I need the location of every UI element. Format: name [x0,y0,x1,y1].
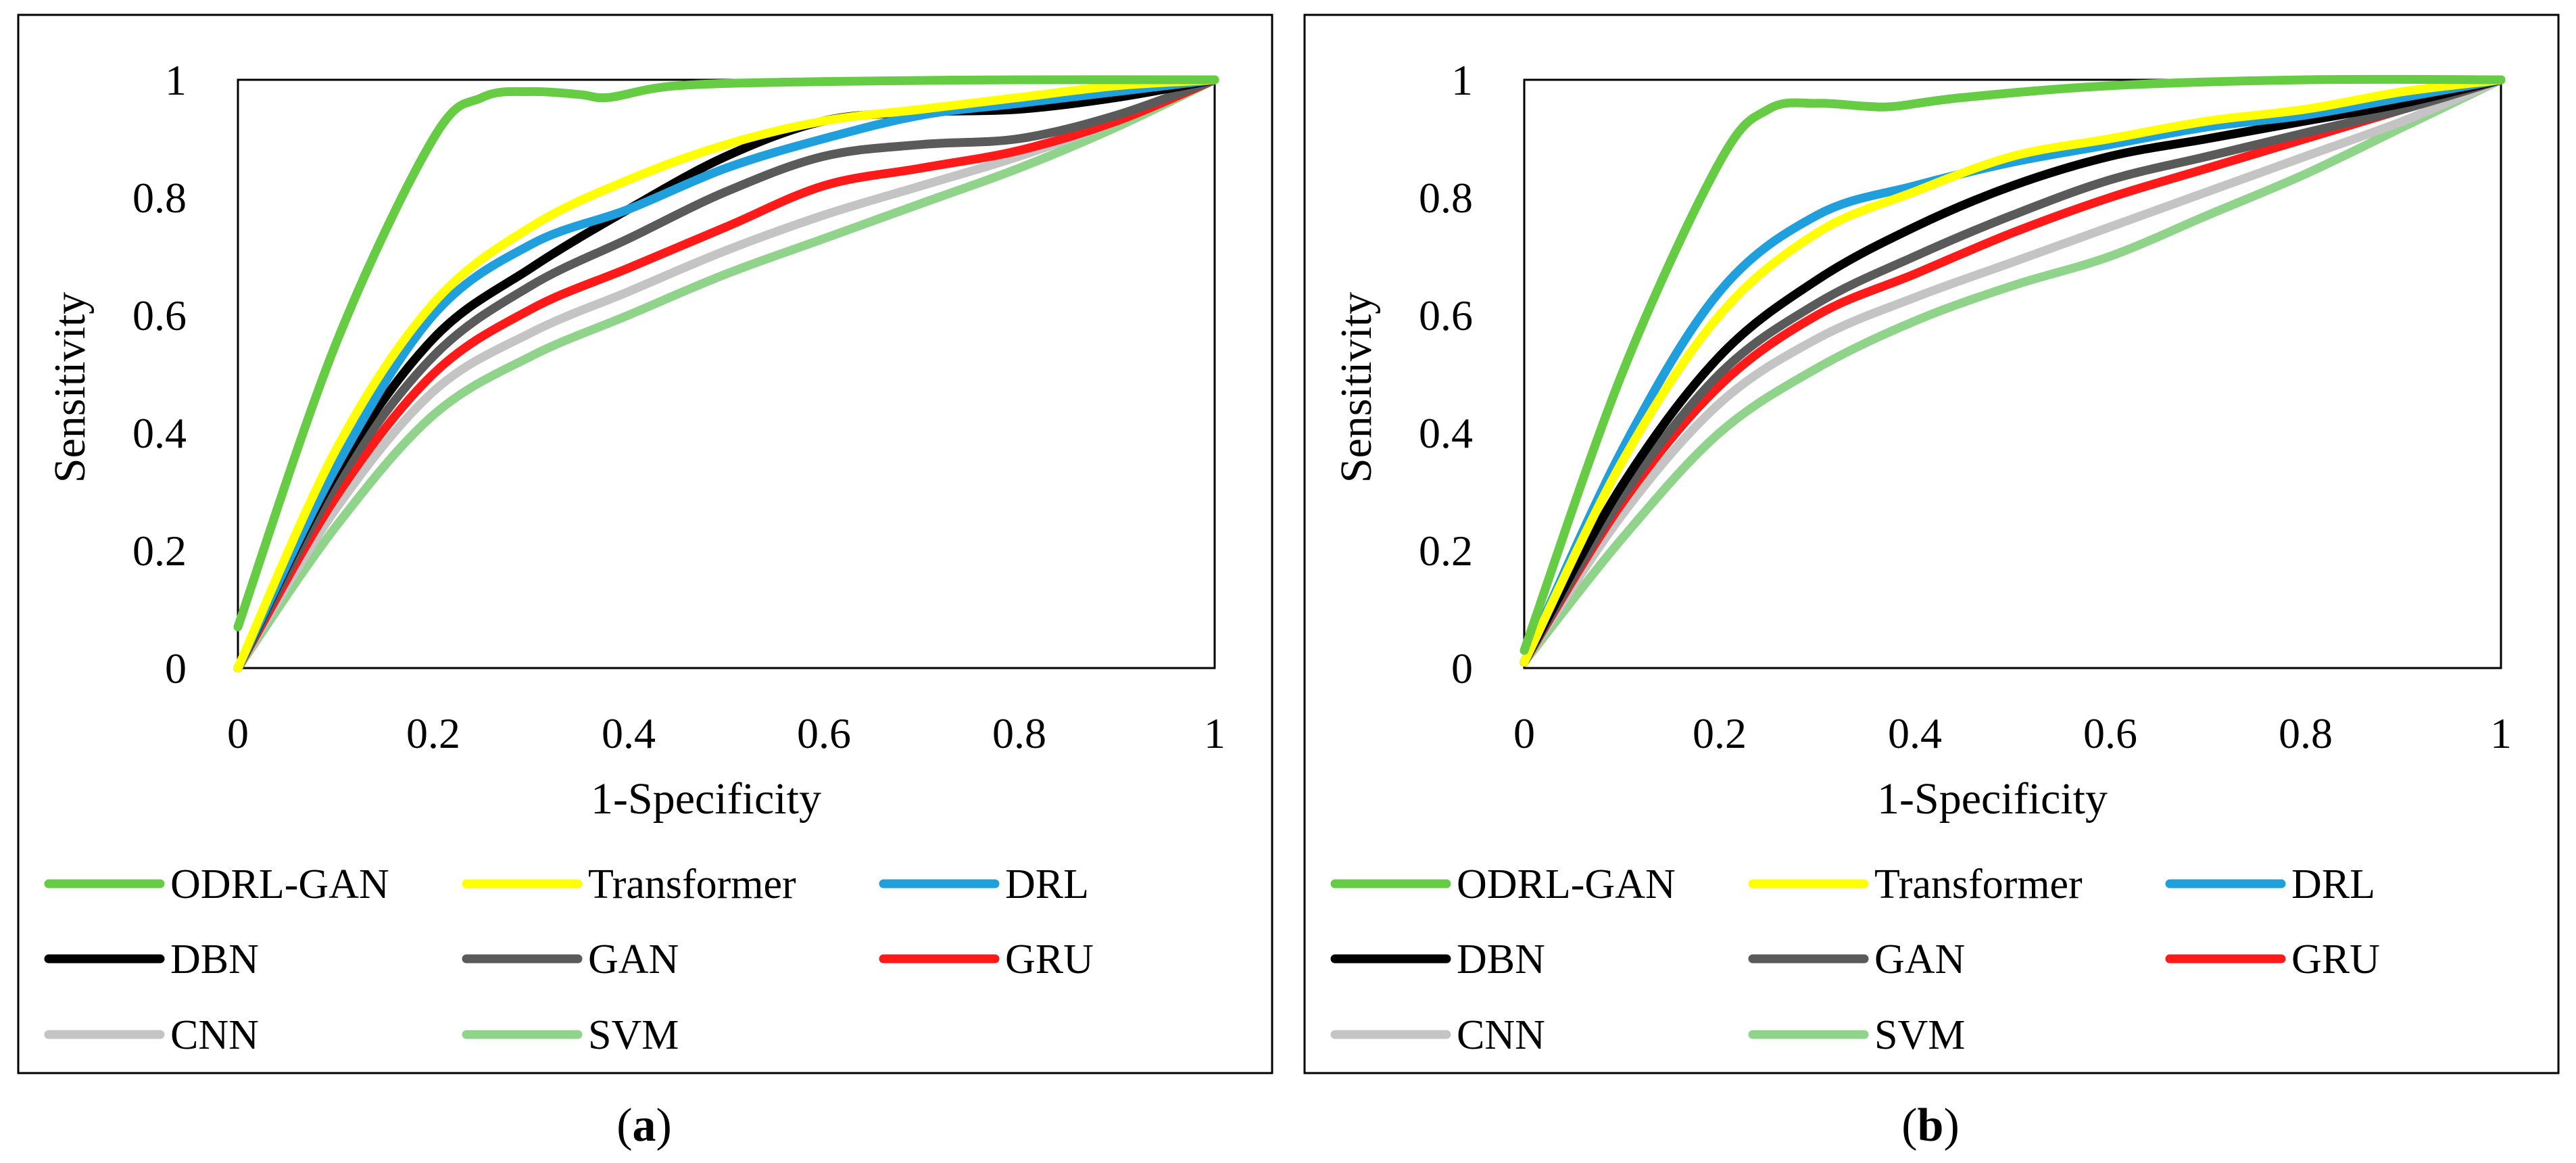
legend-label-svm: SVM [1874,1012,1965,1058]
x-tick-label: 0 [227,709,249,757]
series-lines [233,75,1219,673]
series-line-odrl-gan [1520,74,2506,655]
legend-label-drl: DRL [1005,861,1089,907]
y-axis-title: Sensitivity [1332,292,1381,483]
legend-label-cnn: CNN [1457,1012,1545,1058]
panel-frame [17,14,1273,1074]
roc-panel-a: 0 0.2 0.4 0.6 0.8 1 0 0.2 0.4 0.6 0.8 1 1-Specificit… [17,14,1273,1152]
y-axis-title: Sensitivity [45,292,95,483]
legend-label-transformer: Transformer [588,861,796,907]
y-tick-label: 0.4 [1419,409,1473,457]
y-tick-label: 0.2 [1419,527,1473,575]
series-line-transformer [1520,75,2506,667]
series-line-transformer [233,75,1219,673]
legend-label-drl: DRL [2291,861,2375,907]
legend-label-dbn: DBN [170,936,259,982]
legend-label-gan: GAN [1874,936,1965,982]
legend: ODRL-GAN Transformer DRL DBN GAN GRU CNN SVM [1330,861,2380,1058]
x-tick-label: 0.2 [406,709,460,757]
x-axis-title: 1-Specificity [591,774,821,824]
series-line-gan [233,75,1219,673]
legend-label-transformer: Transformer [1874,861,2083,907]
x-axis-title: 1-Specificity [1877,774,2108,824]
y-tick-label: 0.6 [1419,291,1473,339]
series-line-gan [1520,75,2506,667]
series-line-dbn [1520,75,2506,667]
plot-area-border [1523,78,2502,669]
legend-label-gan: GAN [588,936,679,982]
legend-label-cnn: CNN [170,1012,259,1058]
panel-caption: (a) [616,1099,672,1152]
legend: ODRL-GAN Transformer DRL DBN GAN GRU CNN SVM [44,861,1094,1058]
x-tick-label: 0.8 [992,709,1046,757]
y-tick-label: 1 [165,56,187,104]
legend-label-gru: GRU [1005,936,1094,982]
y-tick-label: 0.8 [1419,174,1473,222]
legend-label-odrl-gan: ODRL-GAN [170,861,389,907]
panel-caption: (b) [1901,1099,1960,1152]
y-tick-label: 0 [165,644,187,692]
x-tick-label: 0.4 [1888,709,1942,757]
series-lines [1520,74,2506,667]
series-line-gru [233,75,1219,673]
y-tick-label: 0 [1451,644,1473,692]
x-tick-label: 0 [1513,709,1535,757]
legend-label-odrl-gan: ODRL-GAN [1457,861,1676,907]
x-tick-label: 1 [2490,709,2512,757]
series-line-svm [1520,75,2506,667]
roc-panel-b: 0 0.2 0.4 0.6 0.8 1 0 0.2 0.4 0.6 0.8 1 1-Specificit… [1303,14,2560,1152]
series-line-cnn [1520,75,2506,667]
series-line-dbn [233,75,1219,673]
legend-label-gru: GRU [2291,936,2380,982]
legend-label-svm: SVM [588,1012,679,1058]
x-tick-label: 1 [1204,709,1225,757]
y-tick-label: 0.8 [132,174,187,222]
x-tick-label: 0.6 [2083,709,2137,757]
y-tick-label: 0.2 [132,527,187,575]
series-line-drl [233,75,1219,673]
y-tick-label: 0.6 [132,291,187,339]
y-tick-label: 0.4 [132,409,187,457]
x-tick-label: 0.8 [2279,709,2333,757]
x-tick-label: 0.4 [602,709,656,757]
legend-label-dbn: DBN [1457,936,1545,982]
panel-frame [1303,14,2560,1074]
y-tick-label: 1 [1451,56,1473,104]
x-tick-label: 0.2 [1693,709,1747,757]
x-tick-label: 0.6 [797,709,851,757]
series-line-svm [233,75,1219,673]
series-line-gru [1520,75,2506,667]
series-line-odrl-gan [233,75,1219,632]
